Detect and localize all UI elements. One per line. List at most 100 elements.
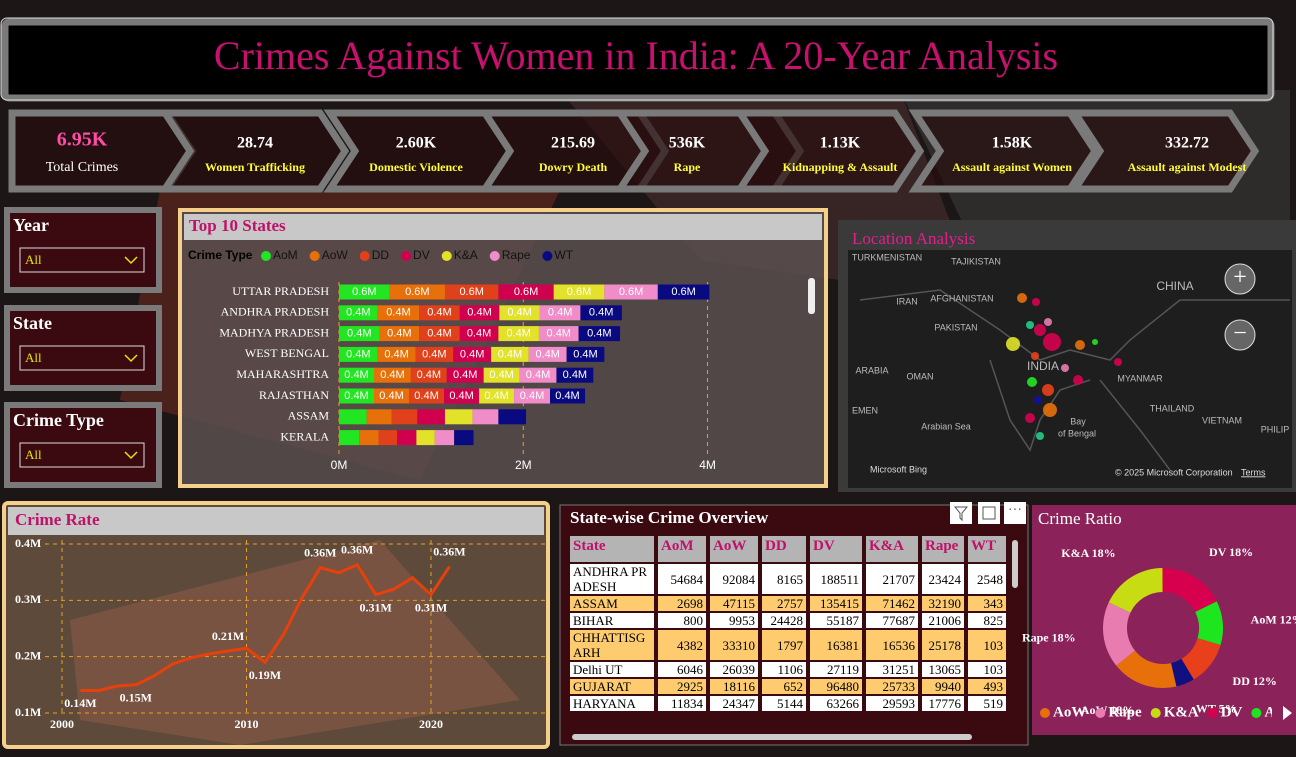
data-label: 0.4M [548,307,572,319]
data-label: 0.6M [619,286,643,298]
x-tick-label: 0M [331,458,348,472]
map-bubble [1026,321,1034,329]
bar-segment [472,409,499,425]
data-label: 0.4M [453,369,477,381]
bar-segment [550,388,586,404]
table-cell: 24428 [762,613,806,628]
zoom-in[interactable] [1224,263,1256,295]
column-header: DD [762,536,806,562]
bar-segment [539,305,581,321]
legend-label: AoW [1053,704,1086,720]
table-cell: 71462 [866,596,918,611]
y-tick-label: 0.4M [15,536,41,550]
dropdown[interactable] [19,345,145,371]
legend-next[interactable] [1283,706,1292,720]
map-bubble [1092,339,1098,345]
data-label-name: DD [1233,674,1251,688]
data-label: 0.4M [427,307,451,319]
data-label: 0.6M [671,286,695,298]
filter-button[interactable] [950,502,972,524]
kpi-value: 332.72 [1165,135,1209,152]
bar-segment [446,367,484,383]
donut-slice [1103,602,1135,666]
data-label: 0.4M [498,348,522,360]
panel-header [184,214,822,240]
data-label: 0.4M [427,328,451,340]
data-label: 0.4M [587,328,611,340]
bar-segment [483,367,520,383]
table-row: ANDHRA PRADESH 54684 92084 8165 188511 21707 2… [570,564,1006,594]
bar-segment [339,409,367,425]
slicer-label: State [13,313,52,333]
bar-segment [378,430,398,446]
data-label: 0.4M [386,307,410,319]
map-label: MYANMAR [1117,373,1163,383]
filter-icon [953,506,969,522]
map-label: THAILAND [1150,403,1195,413]
dropdown[interactable] [19,442,145,468]
table-cell: ANDHRA PRADESH [570,564,654,594]
map-label: PHILIP [1261,424,1290,434]
legend-swatch [1040,708,1050,718]
y-tick-label: 0.2M [15,648,41,662]
table-cell: 54684 [658,564,706,594]
bar-segment [553,284,605,300]
data-label: 0.4M [563,369,587,381]
bar-segment [339,367,375,383]
table-cell: 27119 [810,662,862,677]
bar-segment [528,346,567,362]
bar-segment [339,346,378,362]
column-header: K&A [866,536,918,562]
kpi-label: Rape [674,160,701,174]
map-bubble [1031,352,1039,360]
bar-segment [444,409,473,425]
bar-segment [459,326,499,342]
table-cell: 103 [968,662,1006,677]
kpi-label: Kidnapping & Assault [783,160,898,174]
data-label-value: 12% [1280,612,1296,626]
bar-segment [444,284,499,300]
kpi-card [8,109,197,193]
bar-segment [377,305,420,321]
kpi-value: 1.58K [992,135,1033,152]
map-terms[interactable]: Terms [1241,467,1266,477]
table-cell: 77687 [866,613,918,628]
legend-swatch [401,251,412,261]
data-label: 0.4M [535,348,559,360]
legend-label: WT [554,248,573,262]
map-label: EMEN [852,405,878,415]
data-label: 0.4M [384,348,408,360]
map-bubble [1034,324,1046,336]
donut-slice [1108,568,1163,613]
bar-segment [339,305,378,321]
data-label-value: 18% [1052,630,1076,644]
more-button[interactable] [1004,502,1026,524]
map-label: OMAN [907,371,934,381]
y-tick-label: ANDHRA PRADESH [221,305,330,319]
data-label: 0.4M [379,390,403,402]
map-bubble [1042,384,1054,396]
table-row: BIHAR 800 9953 24428 55187 77687 21006 825 [570,613,1006,628]
bar-segment [444,388,480,404]
bar-segment [389,284,445,300]
bar-segment [339,326,380,342]
bar-segment [374,367,411,383]
dropdown[interactable] [19,247,145,273]
column-header[interactable]: State [570,536,654,562]
x-tick-label: 2010 [235,717,259,731]
map-bubble [1044,318,1052,326]
table-cell: 25733 [866,679,918,694]
focus-button[interactable] [978,502,1000,524]
map-label: CHINA [1156,279,1193,293]
dropdown-value: All [25,447,42,462]
data-label: 0.4M [526,369,550,381]
legend-label: Rape [502,248,531,262]
bar-segment [417,409,445,425]
zoom-out[interactable] [1224,319,1256,351]
y-tick-label: MAHARASHTRA [236,367,329,381]
data-label-value: 12% [1253,674,1277,688]
data-label: 0.4M [589,307,613,319]
table-title: State-wise Crime Overview [570,508,769,527]
data-label: 0.4M [489,369,513,381]
